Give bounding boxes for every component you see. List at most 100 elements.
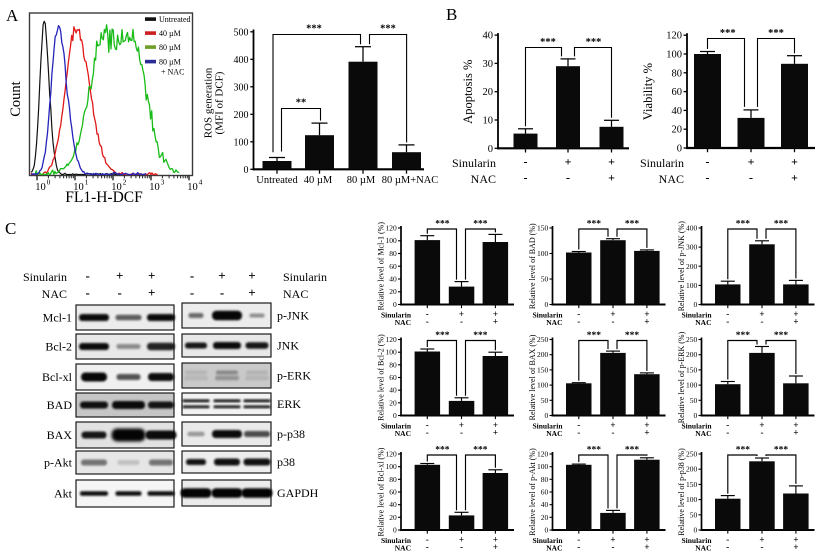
svg-text:-: - [577,420,580,430]
svg-text:120: 120 [666,31,682,42]
svg-text:200: 200 [686,465,698,474]
svg-text:80: 80 [389,360,397,369]
svg-text:-: - [577,542,580,552]
svg-text:+: + [248,268,255,283]
svg-text:120: 120 [386,224,398,233]
svg-text:10: 10 [187,182,198,193]
svg-text:+: + [644,420,649,430]
svg-text:+: + [459,420,464,430]
svg-text:***: *** [625,331,640,341]
svg-text:Sinularin: Sinularin [381,422,412,431]
svg-text:GAPDH: GAPDH [277,486,319,500]
svg-text:40 µM: 40 µM [159,29,181,38]
svg-text:***: *** [380,24,396,35]
svg-text:Bcl-2: Bcl-2 [45,340,72,354]
svg-text:+: + [610,309,615,319]
svg-text:-: - [426,428,429,438]
svg-text:-: - [426,542,429,552]
svg-text:+: + [610,420,615,430]
svg-text:500: 500 [234,27,249,38]
svg-text:-: - [726,317,729,327]
svg-text:150: 150 [686,480,698,489]
svg-text:BAX: BAX [47,428,73,442]
svg-text:20: 20 [389,513,397,522]
svg-text:Bcl-xl: Bcl-xl [42,370,73,384]
svg-text:200: 200 [686,262,698,271]
svg-text:120: 120 [386,450,398,459]
svg-text:+: + [459,309,464,319]
svg-text:120: 120 [537,450,549,459]
svg-text:p-p38: p-p38 [277,427,305,441]
svg-text:50: 50 [541,396,549,405]
svg-text:0: 0 [545,526,549,535]
svg-text:Relative level of Bcl-2 (%): Relative level of Bcl-2 (%) [377,334,386,421]
svg-text:Sinularin: Sinularin [681,536,712,545]
svg-text:0: 0 [694,526,698,535]
svg-text:Sinularin: Sinularin [532,536,563,545]
svg-text:100: 100 [537,249,549,258]
svg-text:+: + [759,420,764,430]
svg-text:80 µM+NAC: 80 µM+NAC [382,175,439,186]
svg-text:***: *** [435,331,450,341]
svg-text:200: 200 [686,350,698,359]
svg-text:***: *** [774,220,789,230]
svg-text:ROS generation: ROS generation [203,67,215,138]
svg-text:100: 100 [537,381,549,390]
svg-text:60: 60 [389,373,397,382]
svg-text:Apoptosis %: Apoptosis % [461,60,475,124]
svg-text:60: 60 [389,262,397,271]
svg-text:-: - [726,309,729,319]
svg-text:-: - [706,171,710,185]
svg-text:100: 100 [686,381,698,390]
svg-text:100: 100 [537,462,549,471]
svg-text:+: + [608,171,615,185]
svg-text:0: 0 [393,411,397,420]
svg-text:***: *** [774,446,789,456]
svg-text:300: 300 [686,243,698,252]
svg-text:Sinularin: Sinularin [640,156,684,170]
svg-text:***: *** [774,331,789,341]
svg-text:120: 120 [386,335,398,344]
svg-text:200: 200 [537,350,549,359]
svg-text:150: 150 [686,365,698,374]
svg-text:80: 80 [389,249,397,258]
svg-text:-: - [86,285,90,300]
svg-text:100: 100 [234,137,249,148]
svg-text:***: *** [736,331,751,341]
svg-text:***: *** [306,24,322,35]
svg-text:+: + [793,542,798,552]
svg-text:+: + [493,535,498,545]
svg-text:50: 50 [690,396,698,405]
svg-text:0: 0 [694,300,698,309]
svg-text:+: + [493,428,498,438]
svg-text:+: + [608,155,615,169]
svg-text:B: B [446,5,457,24]
svg-text:+: + [759,535,764,545]
svg-text:+: + [793,535,798,545]
svg-text:+: + [218,268,225,283]
svg-text:NAC: NAC [395,429,411,438]
svg-text:-: - [566,171,570,185]
svg-text:+: + [493,420,498,430]
svg-text:+: + [793,420,798,430]
svg-text:p-ERK: p-ERK [277,369,311,383]
svg-text:40: 40 [389,275,397,284]
svg-text:+: + [759,309,764,319]
svg-text:Relative level of p-ERK (%): Relative level of p-ERK (%) [677,331,686,423]
svg-text:Sinularin: Sinularin [283,270,327,284]
svg-text:***: *** [473,446,488,456]
svg-text:A: A [6,6,19,25]
svg-text:***: *** [587,220,602,230]
svg-text:60: 60 [541,488,549,497]
svg-text:Relative level of BAX (%): Relative level of BAX (%) [528,334,537,420]
svg-text:+: + [644,428,649,438]
svg-text:100: 100 [386,236,398,245]
svg-text:-: - [761,542,764,552]
svg-text:40: 40 [541,500,549,509]
svg-text:+: + [791,171,798,185]
svg-text:250: 250 [537,335,549,344]
svg-text:+: + [116,268,123,283]
svg-text:150: 150 [537,365,549,374]
svg-text:***: *** [736,446,751,456]
svg-text:0: 0 [545,411,549,420]
